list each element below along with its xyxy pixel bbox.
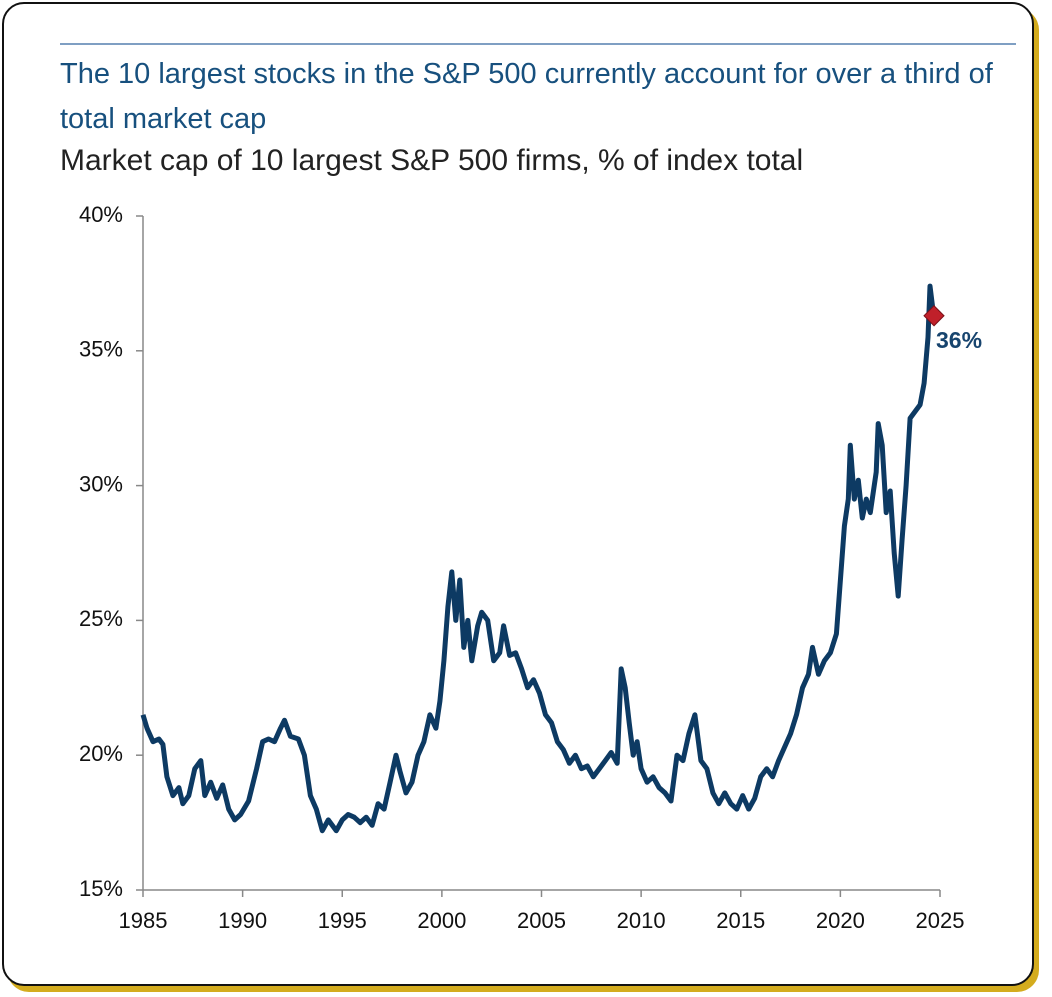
y-tick-label: 20% <box>79 741 123 766</box>
x-tick-label: 1990 <box>218 908 267 933</box>
x-tick-label: 2005 <box>517 908 566 933</box>
title-rule <box>60 43 1016 45</box>
x-tick-label: 1985 <box>119 908 168 933</box>
chart-title: The 10 largest stocks in the S&P 500 cur… <box>60 58 993 135</box>
x-tick-label: 2020 <box>816 908 865 933</box>
x-tick-label: 2025 <box>916 908 965 933</box>
annotation-marker <box>923 305 945 327</box>
y-tick-label: 15% <box>79 876 123 901</box>
x-tick-label: 2000 <box>417 908 466 933</box>
annotation-label: 36% <box>936 327 982 353</box>
y-tick-label: 35% <box>79 337 123 362</box>
line-series <box>140 283 937 834</box>
chart-subtitle: Market cap of 10 largest S&P 500 firms, … <box>60 144 804 177</box>
x-tick-label: 2015 <box>716 908 765 933</box>
x-tick-label: 2010 <box>617 908 666 933</box>
x-tick-label: 1995 <box>318 908 367 933</box>
y-tick-label: 40% <box>79 202 123 227</box>
y-tick-label: 25% <box>79 606 123 631</box>
y-tick-label: 30% <box>79 471 123 496</box>
